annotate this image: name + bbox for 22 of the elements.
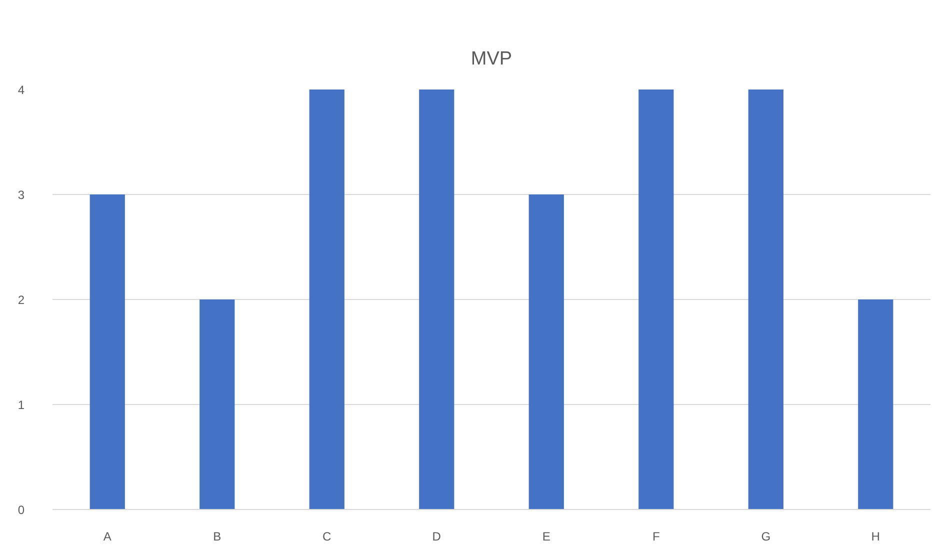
x-tick-label: G xyxy=(761,530,771,544)
x-tick-label: E xyxy=(542,530,550,544)
y-tick-label: 3 xyxy=(18,188,25,202)
bar xyxy=(858,300,894,510)
x-tick-label: B xyxy=(213,530,222,544)
bar xyxy=(200,300,235,510)
x-tick-label: A xyxy=(103,530,112,544)
bar xyxy=(309,90,344,510)
bar xyxy=(748,90,784,510)
bar xyxy=(419,90,454,510)
bar xyxy=(638,90,674,510)
chart-title: MVP xyxy=(470,48,512,70)
bar xyxy=(528,194,564,510)
x-tick-label: H xyxy=(871,530,880,544)
x-tick-label: C xyxy=(322,530,332,544)
y-tick-label: 1 xyxy=(18,398,25,412)
y-tick-label: 0 xyxy=(18,503,25,517)
y-tick-label: 2 xyxy=(18,293,25,307)
x-tick-label: F xyxy=(652,530,660,544)
x-tick-label: D xyxy=(432,530,442,544)
bar xyxy=(90,194,125,510)
y-tick-label: 4 xyxy=(18,83,25,97)
